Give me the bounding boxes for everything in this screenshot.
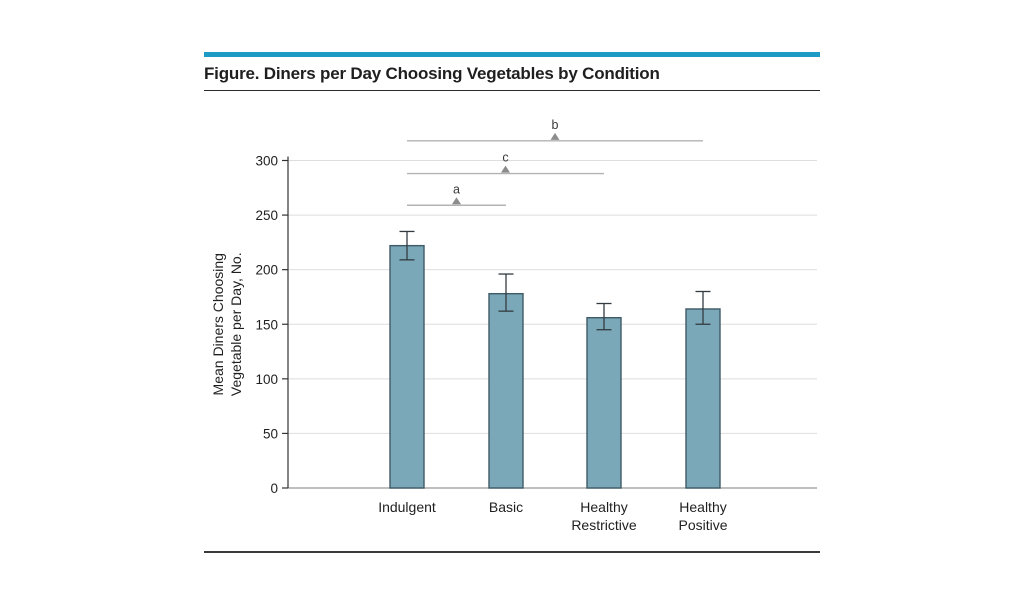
x-tick-label-healthy-restrictive-line-2: Restrictive bbox=[571, 517, 637, 533]
y-tick-label-300: 300 bbox=[255, 154, 278, 169]
bar-healthy-restrictive bbox=[586, 316, 622, 489]
error-bar-basic bbox=[498, 273, 514, 312]
y-tick-label-150: 150 bbox=[255, 317, 278, 332]
chart-area: a c b 0 50 100 150 200 250 300 Mean Diners Choosin… bbox=[204, 91, 820, 548]
x-tick-label-healthy-restrictive-line-1: Healthy bbox=[580, 499, 627, 515]
y-tick-label-200: 200 bbox=[255, 263, 278, 278]
x-tick-label-basic-line-1: Basic bbox=[489, 499, 523, 515]
title-divider-rule bbox=[204, 90, 820, 91]
bar-indulgent bbox=[389, 244, 425, 489]
bar-chart: a c b 0 50 100 150 200 250 300 Mean Diners Choosin… bbox=[210, 118, 817, 533]
significance-label-b: b bbox=[552, 118, 559, 132]
significance-group-c: c bbox=[407, 151, 604, 175]
y-tick-label-250: 250 bbox=[255, 208, 278, 223]
y-axis-title-line-1: Mean Diners Choosing bbox=[210, 253, 226, 395]
figure-title: Figure. Diners per Day Choosing Vegetabl… bbox=[204, 64, 660, 83]
error-bar-healthy-restrictive bbox=[596, 302, 612, 331]
figure-bottom-rule bbox=[204, 551, 820, 553]
triangle-marker-a bbox=[452, 197, 461, 205]
y-tick-label-0: 0 bbox=[270, 481, 278, 496]
y-axis-title-line-2: Vegetable per Day, No. bbox=[228, 252, 244, 396]
bar-basic bbox=[488, 292, 524, 489]
significance-label-a: a bbox=[453, 182, 460, 196]
figure-panel: Figure. Diners per Day Choosing Vegetabl… bbox=[204, 52, 820, 553]
x-tick-label-healthy-positive-line-1: Healthy bbox=[679, 499, 726, 515]
triangle-marker-b bbox=[550, 132, 560, 140]
y-tick-label-100: 100 bbox=[255, 372, 278, 387]
significance-group-b: b bbox=[407, 118, 703, 142]
x-tick-label-healthy-positive-line-2: Positive bbox=[678, 517, 727, 533]
x-tick-label-indulgent-line-1: Indulgent bbox=[378, 499, 436, 515]
triangle-marker-c bbox=[501, 165, 510, 173]
significance-label-c: c bbox=[502, 151, 508, 165]
significance-group-a: a bbox=[407, 182, 506, 206]
y-tick-label-50: 50 bbox=[263, 426, 278, 441]
bar-healthy-positive bbox=[685, 308, 721, 489]
figure-accent-rule bbox=[204, 52, 820, 57]
error-bar-indulgent bbox=[399, 230, 415, 261]
error-bar-healthy-positive bbox=[695, 290, 711, 325]
